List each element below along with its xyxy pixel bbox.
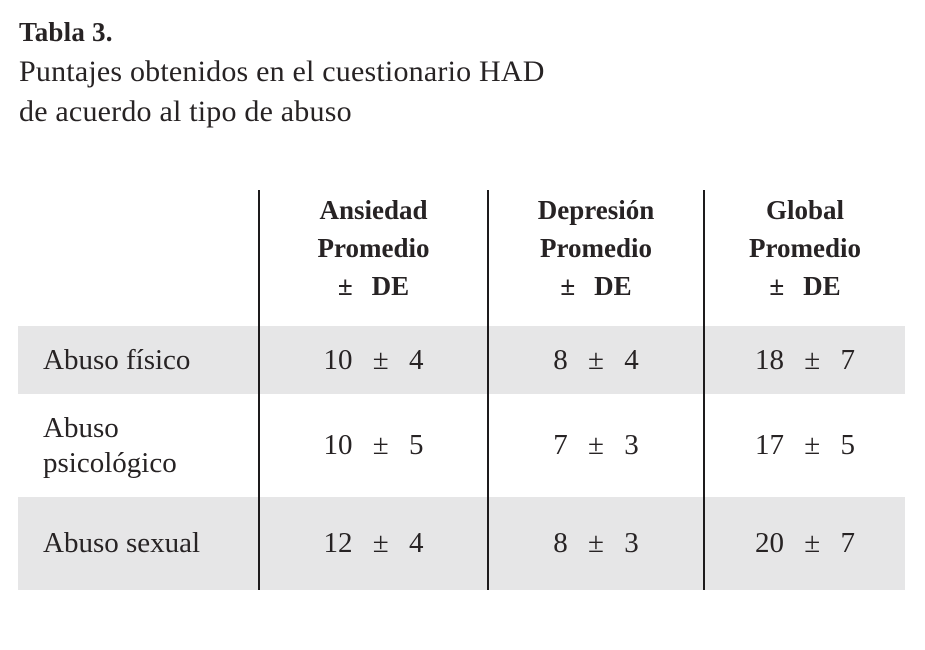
header-line: Promedio bbox=[317, 233, 430, 263]
header-line: Global bbox=[765, 195, 845, 225]
header-line: Promedio bbox=[749, 233, 861, 263]
row-label-abuso-fisico: Abuso físico bbox=[18, 326, 260, 394]
value-fisico-global: 18 ± 7 bbox=[705, 326, 905, 394]
header-cell-depresion: Depresión Promedio ± DE bbox=[489, 190, 705, 326]
header-line: ± DE bbox=[337, 271, 410, 301]
header-cell-global: Global Promedio ± DE bbox=[705, 190, 905, 326]
value-psicologico-global: 17 ± 5 bbox=[754, 429, 856, 461]
value-sexual-depresion: 8 ± 3 bbox=[489, 497, 705, 590]
header-line: Depresión bbox=[537, 195, 655, 225]
table-caption: Tabla 3. Puntajes obtenidos en el cuesti… bbox=[19, 12, 545, 132]
header-cell-ansiedad: Ansiedad Promedio ± DE bbox=[260, 190, 489, 326]
value-psicologico-depresion: 7 ± 3 bbox=[489, 394, 705, 497]
header-line: Ansiedad bbox=[319, 195, 428, 225]
row-label-abuso-sexual: Abuso sexual bbox=[18, 497, 260, 590]
caption-line-1: Puntajes obtenidos en el cuestionario HA… bbox=[19, 55, 545, 88]
row-label-abuso-psicologico: Abuso psicológico bbox=[18, 394, 260, 497]
value-fisico-ansiedad: 10 ± 4 bbox=[260, 326, 489, 394]
value-sexual-global: 20 ± 7 bbox=[705, 497, 905, 590]
header-cell-empty bbox=[18, 190, 260, 326]
header-line: ± DE bbox=[769, 271, 841, 301]
value-fisico-depresion: 8 ± 4 bbox=[489, 326, 705, 394]
caption-line-2: de acuerdo al tipo de abuso bbox=[19, 95, 352, 128]
value-sexual-ansiedad: 12 ± 4 bbox=[260, 497, 489, 590]
table-number: Tabla 3. bbox=[19, 17, 113, 47]
header-line: ± DE bbox=[560, 271, 632, 301]
value-psicologico-ansiedad: 10 ± 5 bbox=[260, 394, 489, 497]
had-scores-table: Ansiedad Promedio ± DE Depresión Promedi… bbox=[18, 190, 905, 590]
header-line: Promedio bbox=[540, 233, 652, 263]
